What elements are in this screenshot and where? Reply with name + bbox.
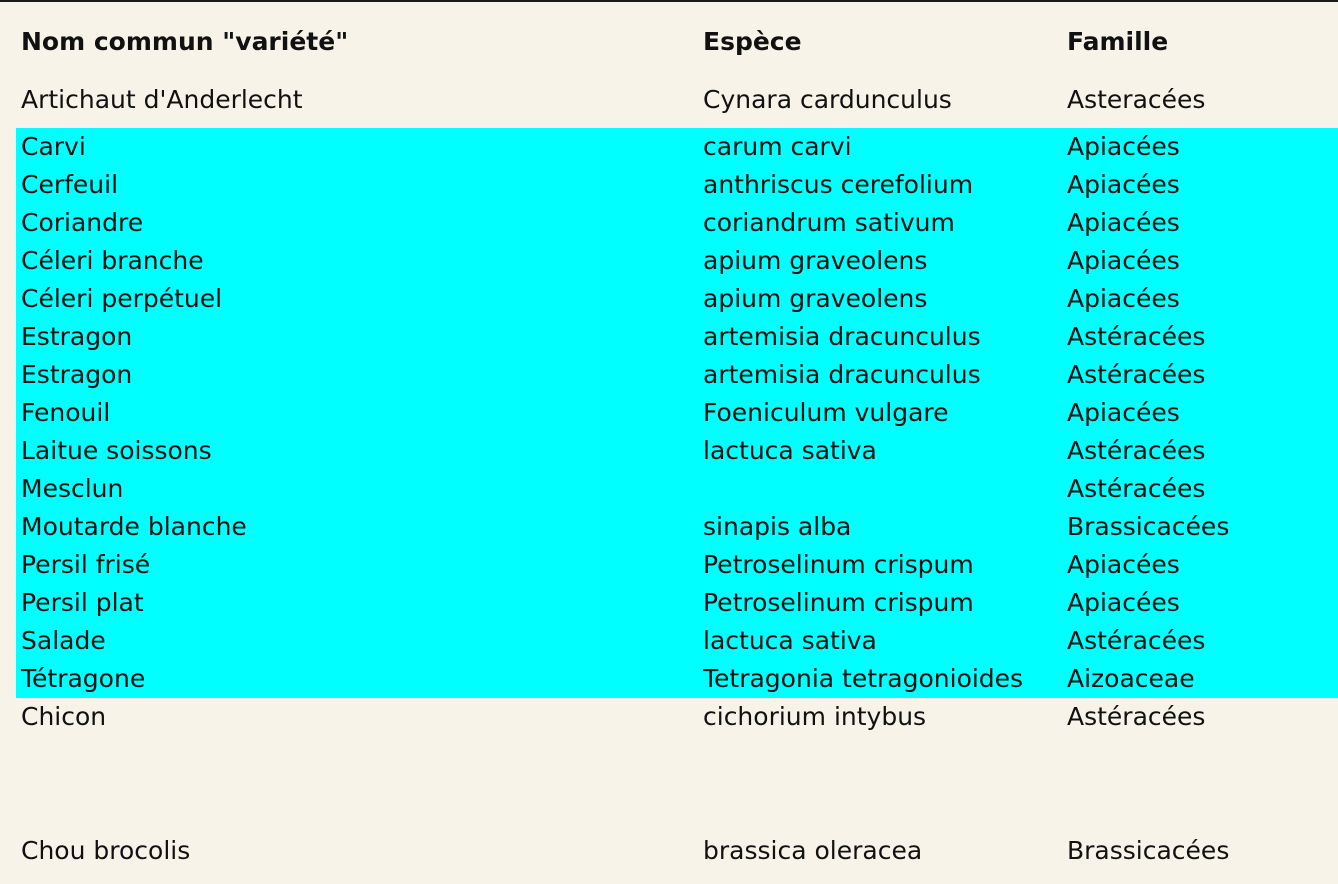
cell-common-name: Moutarde blanche [21,512,247,541]
cell-species: lactuca sativa [703,626,877,655]
cell-family: Apiacées [1067,284,1180,313]
cell-species: Petroselinum crispum [703,588,974,617]
cell-common-name: Tétragone [21,664,146,693]
cell-species: anthriscus cerefolium [703,170,974,199]
empty-row-gap [16,736,1338,832]
cell-species: artemisia dracunculus [703,322,981,351]
cell-family: Astéracées [1067,626,1206,655]
cell-species: Foeniculum vulgare [703,398,949,427]
cell-family: Apiacées [1067,246,1180,275]
cell-family: Apiacées [1067,588,1180,617]
cell-species: cichorium intybus [703,702,927,731]
table-row: Artichaut d'Anderlecht Cynara cardunculu… [16,85,1338,128]
cell-common-name: Carvi [21,132,86,161]
table-row: Coriandre coriandrum sativum Apiacées [16,204,1338,242]
cell-common-name: Estragon [21,322,133,351]
table-row: Persil frisé Petroselinum crispum Apiacé… [16,546,1338,584]
cell-common-name: Mesclun [21,474,124,503]
top-border [0,0,1338,2]
table-row: Chicon cichorium intybus Astéracées [16,698,1338,736]
cell-common-name: Cerfeuil [21,170,119,199]
cell-family: Astéracées [1067,702,1206,731]
cell-common-name: Artichaut d'Anderlecht [21,85,303,114]
cell-family: Brassicacées [1067,512,1230,541]
table-row: Céleri branche apium graveolens Apiacées [16,242,1338,280]
header-family: Famille [1067,27,1169,56]
table-row: Tétragone Tetragonia tetragonioides Aizo… [16,660,1338,698]
cell-family: Apiacées [1067,132,1180,161]
table-row: Estragon artemisia dracunculus Astéracée… [16,356,1338,394]
cell-family: Apiacées [1067,208,1180,237]
header-common-name: Nom commun "variété" [21,27,349,56]
cell-species: carum carvi [703,132,852,161]
table-row: Laitue soissons lactuca sativa Astéracée… [16,432,1338,470]
cell-common-name: Persil frisé [21,550,151,579]
cell-common-name: Laitue soissons [21,436,212,465]
cell-family: Astéracées [1067,360,1206,389]
cell-common-name: Estragon [21,360,133,389]
cell-family: Brassicacées [1067,836,1230,865]
cell-common-name: Persil plat [21,588,144,617]
table-row: Fenouil Foeniculum vulgare Apiacées [16,394,1338,432]
cell-family: Apiacées [1067,398,1180,427]
table-row: Persil plat Petroselinum crispum Apiacée… [16,584,1338,622]
cell-species: artemisia dracunculus [703,360,981,389]
plants-table: Nom commun "variété" Espèce Famille Arti… [16,0,1338,870]
cell-species: apium graveolens [703,284,928,313]
cell-common-name: Chicon [21,702,107,731]
table-header-row: Nom commun "variété" Espèce Famille [16,0,1338,88]
cell-common-name: Chou brocolis [21,836,191,865]
cell-species: brassica oleracea [703,836,923,865]
table-row: Cerfeuil anthriscus cerefolium Apiacées [16,166,1338,204]
cell-species: Petroselinum crispum [703,550,974,579]
cell-family: Astéracées [1067,436,1206,465]
table-row: Moutarde blanche sinapis alba Brassicacé… [16,508,1338,546]
cell-species: apium graveolens [703,246,928,275]
table-row: Chou brocolis brassica oleracea Brassica… [16,832,1338,870]
table-row: Carvi carum carvi Apiacées [16,128,1338,166]
cell-family: Astéracées [1067,322,1206,351]
cell-species: sinapis alba [703,512,852,541]
cell-family: Asteracées [1067,85,1206,114]
cell-common-name: Coriandre [21,208,144,237]
cell-family: Apiacées [1067,550,1180,579]
cell-family: Astéracées [1067,474,1206,503]
cell-common-name: Céleri perpétuel [21,284,223,313]
cell-common-name: Salade [21,626,106,655]
cell-family: Apiacées [1067,170,1180,199]
table-row: Céleri perpétuel apium graveolens Apiacé… [16,280,1338,318]
table-row: Salade lactuca sativa Astéracées [16,622,1338,660]
cell-family: Aizoaceae [1067,664,1195,693]
table-row: Estragon artemisia dracunculus Astéracée… [16,318,1338,356]
table-row: Mesclun Astéracées [16,470,1338,508]
cell-common-name: Fenouil [21,398,111,427]
header-species: Espèce [703,27,802,56]
cell-species: lactuca sativa [703,436,877,465]
cell-species: Cynara cardunculus [703,85,952,114]
cell-common-name: Céleri branche [21,246,204,275]
cell-species: coriandrum sativum [703,208,955,237]
cell-species: Tetragonia tetragonioides [703,664,1024,693]
